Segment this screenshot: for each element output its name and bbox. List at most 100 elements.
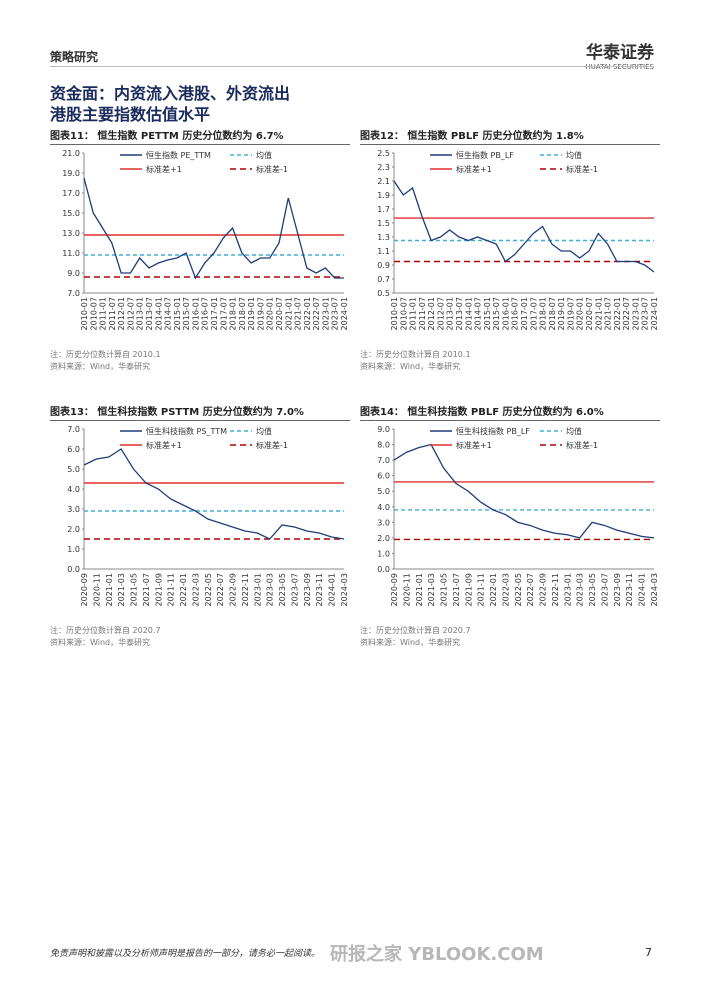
figure-caption: 图表14： 恒生科技指数 PBLF 历史分位数约为 6.0% [360,403,660,421]
x-tick-label: 2022-05 [514,573,523,606]
x-tick-label: 2018-07 [548,297,557,330]
legend-label: 恒生指数 PB_LF [456,150,514,160]
series-line [393,180,655,273]
source: 资料来源：Wind，华泰研究 [50,362,151,371]
y-tick-label: 15.0 [62,209,80,218]
x-tick-label: 2019-07 [566,297,575,330]
note: 注：历史分位数计算自 2020.7 [50,626,161,635]
x-tick-label: 2023-07 [641,297,650,330]
note: 注：历史分位数计算自 2020.7 [360,626,471,635]
x-tick-label: 2023-09 [613,573,622,606]
y-tick-label: 7.0 [377,456,390,465]
x-tick-label: 2021-05 [130,573,139,606]
x-tick-label: 2023-05 [588,573,597,606]
x-tick-label: 2012-07 [436,297,445,330]
x-tick-label: 2021-07 [452,573,461,606]
x-tick-label: 2018-01 [229,297,238,330]
legend-label: 标准差+1 [456,440,492,450]
legend-label: 标准差-1 [256,440,288,450]
legend-label: 标准差-1 [256,164,288,174]
y-tick-label: 1.1 [377,247,390,256]
x-tick-label: 2015-07 [492,297,501,330]
chart: 0.0 1.0 2.0 3.0 4.0 5.0 6.0 7.0 2020-09 2020-11 20… [67,425,349,606]
y-tick-label: 1.9 [377,191,390,200]
x-tick-label: 2022-07 [526,573,535,606]
x-tick-label: 2023-01 [321,297,330,330]
y-tick-label: 2.5 [377,149,390,158]
disclaimer: 免责声明和披露以及分析师声明是报告的一部分，请务必一起阅读。 [50,949,321,959]
x-tick-label: 2018-01 [539,297,548,330]
x-tick-label: 2015-01 [483,297,492,330]
legend-label: 标准差+1 [456,164,492,174]
x-tick-label: 2013-01 [136,297,145,330]
x-tick-label: 2022-01 [179,573,188,606]
y-tick-label: 0.9 [377,261,390,270]
x-tick-label: 2022-01 [303,297,312,330]
x-tick-label: 2020-07 [585,297,594,330]
x-tick-label: 2021-03 [117,573,126,606]
x-tick-label: 2010-07 [89,297,98,330]
legend-label: 标准差+1 [146,164,182,174]
x-tick-label: 2022-01 [613,297,622,330]
x-tick-label: 2022-09 [229,573,238,606]
legend-label: 标准差-1 [566,440,598,450]
x-tick-label: 2019-01 [557,297,566,330]
x-tick-label: 2011-01 [99,297,108,330]
x-tick-label: 2024-01 [650,297,659,330]
x-tick-label: 2022-09 [539,573,548,606]
legend-label: 标准差+1 [146,440,182,450]
x-tick-label: 2023-11 [315,573,324,606]
y-tick-label: 4.0 [67,485,80,494]
x-tick-label: 2011-01 [409,297,418,330]
x-tick-label: 2022-03 [191,573,200,606]
x-tick-label: 2020-09 [390,573,399,606]
x-tick-label: 2023-03 [576,573,585,606]
figure-caption: 图表12： 恒生指数 PBLF 历史分位数约为 1.8% [360,127,660,145]
x-tick-label: 2020-11 [402,573,411,606]
page-number: 7 [645,946,652,959]
x-tick-label: 2023-09 [303,573,312,606]
y-tick-label: 17.0 [62,189,80,198]
y-tick-label: 1.5 [377,219,390,228]
y-tick-label: 0.0 [67,565,80,574]
legend-label: 标准差-1 [566,164,598,174]
logo-cn: 华泰证券 [586,43,654,63]
x-tick-label: 2016-07 [511,297,520,330]
x-tick-label: 2024-03 [340,573,349,606]
x-tick-label: 2023-01 [631,297,640,330]
series-line [393,443,655,539]
source: 资料来源：Wind，华泰研究 [50,638,151,647]
source: 资料来源：Wind，华泰研究 [360,362,461,371]
y-tick-label: 9.0 [67,269,80,278]
x-tick-label: 2017-01 [520,297,529,330]
source: 资料来源：Wind，华泰研究 [360,638,461,647]
x-tick-label: 2021-11 [167,573,176,606]
y-tick-label: 1.3 [377,233,390,242]
legend-label: 均值 [566,426,582,436]
x-tick-label: 2011-07 [108,297,117,330]
x-tick-label: 2012-01 [427,297,436,330]
x-tick-label: 2015-07 [182,297,191,330]
y-tick-label: 3.0 [67,505,80,514]
x-tick-label: 2014-07 [164,297,173,330]
rule [50,66,654,67]
x-tick-label: 2013-07 [145,297,154,330]
chart: 0.5 0.7 0.9 1.1 1.3 1.5 1.7 1.9 2.1 2.3 2.5 2010-01… [377,149,659,330]
x-tick-label: 2021-01 [284,297,293,330]
x-tick-label: 2017-07 [529,297,538,330]
x-tick-label: 2022-05 [204,573,213,606]
y-tick-label: 2.3 [377,163,390,172]
legend-label: 恒生指数 PE_TTM [146,150,211,160]
title: 港股主要指数估值水平 [50,105,211,124]
x-tick-label: 2021-01 [105,573,114,606]
note: 注：历史分位数计算自 2010.1 [360,350,471,359]
note: 注：历史分位数计算自 2010.1 [50,350,161,359]
legend-label: 恒生科技指数 PB_LF [456,426,530,436]
y-tick-label: 13.0 [62,229,80,238]
x-tick-label: 2021-07 [604,297,613,330]
x-tick-label: 2024-03 [650,573,659,606]
x-tick-label: 2021-03 [427,573,436,606]
x-tick-label: 2023-07 [290,573,299,606]
